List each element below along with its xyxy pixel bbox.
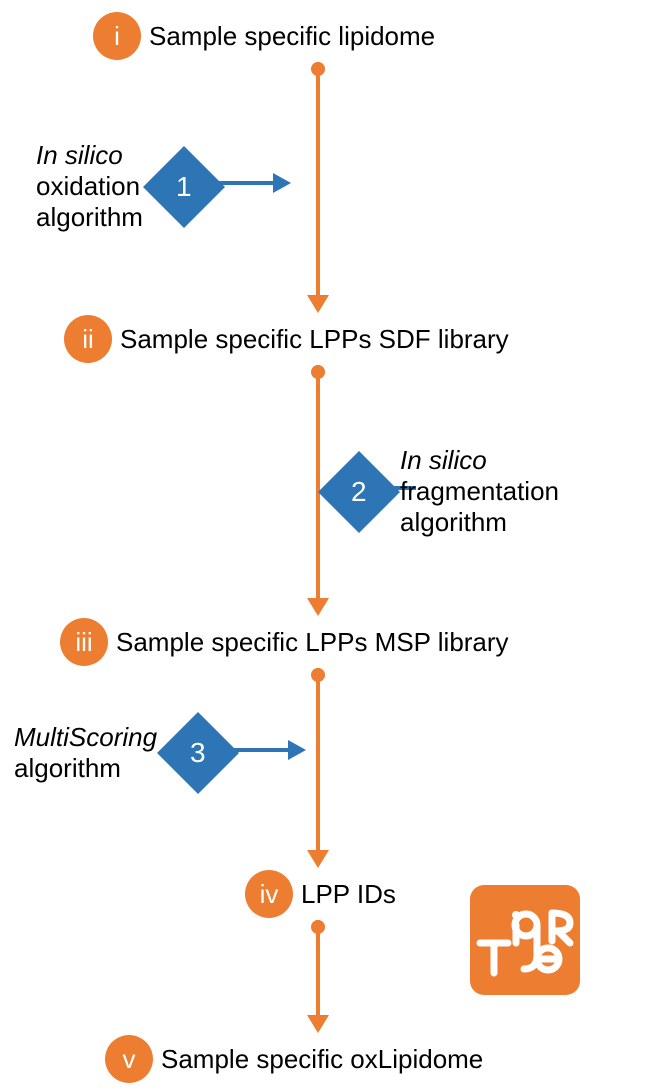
edge-arrow-head <box>307 295 329 313</box>
node-label: Sample specific lipidome <box>149 21 435 52</box>
flow-node-iii: iii Sample specific LPPs MSP library <box>60 618 509 666</box>
algo-diamond: 3 <box>157 712 239 794</box>
edge-arrow-head <box>307 1015 329 1033</box>
tiger-logo <box>470 885 580 995</box>
node-label: LPP IDs <box>301 879 396 910</box>
tiger-logo-icon <box>470 885 580 995</box>
edge-line <box>316 62 320 299</box>
flow-node-iv: iv LPP IDs <box>245 870 396 918</box>
edge-line <box>316 920 320 1019</box>
edge-start-dot <box>311 668 325 682</box>
node-badge: ii <box>64 315 112 363</box>
algo-diamond: 2 <box>318 451 400 533</box>
algo-group-2: 2In silicofragmentationalgorithm <box>330 445 559 539</box>
node-badge: i <box>93 12 141 60</box>
algo-label: In silicooxidationalgorithm <box>36 140 143 234</box>
node-badge: v <box>105 1035 153 1083</box>
algo-arrow <box>215 173 291 193</box>
flow-node-i: i Sample specific lipidome <box>93 12 435 60</box>
edge-line <box>316 365 320 602</box>
algo-arrow <box>230 740 306 760</box>
node-badge: iv <box>245 870 293 918</box>
node-label: Sample specific oxLipidome <box>161 1044 483 1075</box>
edge-start-dot <box>311 62 325 76</box>
edge-line <box>316 668 320 854</box>
algo-label: In silicofragmentationalgorithm <box>400 445 559 539</box>
node-label: Sample specific LPPs SDF library <box>120 324 509 355</box>
node-label: Sample specific LPPs MSP library <box>116 627 509 658</box>
node-badge: iii <box>60 618 108 666</box>
edge-start-dot <box>311 920 325 934</box>
edge-arrow-head <box>307 598 329 616</box>
edge-arrow-head <box>307 850 329 868</box>
flow-node-v: v Sample specific oxLipidome <box>105 1035 483 1083</box>
algo-label: MultiScoringalgorithm <box>14 722 157 784</box>
algo-group-3: MultiScoringalgorithm3 <box>14 722 227 784</box>
algo-diamond: 1 <box>143 146 225 228</box>
algo-group-1: In silicooxidationalgorithm1 <box>36 140 213 234</box>
flow-node-ii: ii Sample specific LPPs SDF library <box>64 315 509 363</box>
edge-start-dot <box>311 365 325 379</box>
